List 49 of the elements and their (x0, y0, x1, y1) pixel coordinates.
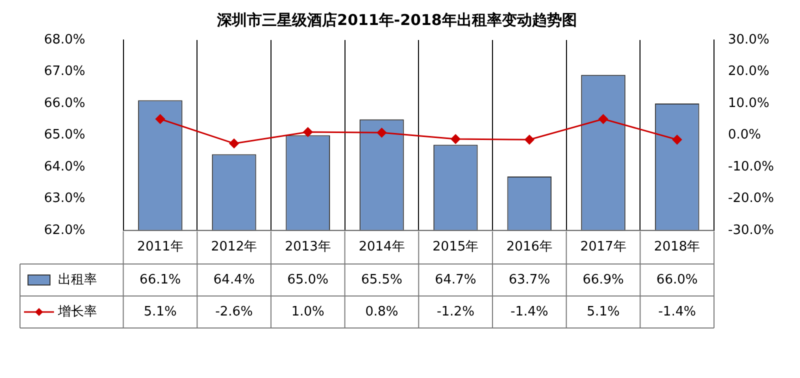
y-tick-label: 66.0% (44, 96, 86, 111)
y2-tick-label: 20.0% (728, 64, 770, 80)
point (229, 138, 239, 148)
point (598, 114, 608, 124)
data-label: 0.8% (365, 304, 398, 320)
x-tick-label: 2017年 (580, 240, 626, 255)
x-tick-label: 2015年 (432, 240, 479, 255)
data-label: 5.1% (586, 304, 620, 320)
data-label: 5.1% (144, 304, 177, 320)
data-label: 64.7% (434, 272, 476, 288)
x-tick-label: 2013年 (284, 240, 331, 255)
point (376, 128, 386, 138)
data-label: 66.1% (140, 272, 181, 288)
point (303, 127, 313, 137)
x-tick-label: 2016年 (506, 240, 552, 255)
data-label: 63.7% (508, 272, 550, 288)
y-tick-label: 63.0% (44, 191, 86, 206)
x-tick-label: 2014年 (358, 240, 405, 255)
y-tick-label: 64.0% (44, 159, 86, 174)
x-tick-label: 2011年 (137, 240, 184, 255)
y2-tick-label: 30.0% (728, 32, 770, 48)
y2-tick-label: 10.0% (728, 96, 770, 111)
y-tick-label: 62.0% (44, 222, 86, 238)
legend-label: 增长率 (57, 303, 97, 320)
y-tick-label: 65.0% (44, 128, 86, 143)
point (524, 134, 534, 144)
data-label: 65.0% (287, 272, 329, 288)
y2-tick-label: -20.0% (728, 191, 774, 206)
data-label: -1.4% (510, 304, 548, 320)
chart-title: 深圳市三星级酒店2011年-2018年出租率变动趋势图 (216, 10, 577, 29)
y2-tick-label: -10.0% (728, 159, 774, 174)
data-label: 64.4% (213, 272, 255, 288)
data-label: -1.2% (436, 304, 474, 320)
point (672, 134, 682, 144)
point (450, 134, 460, 144)
y-tick-label: 67.0% (44, 64, 86, 80)
x-tick-label: 2012年 (211, 240, 258, 255)
data-label: 1.0% (291, 304, 324, 320)
y-tick-label: 68.0% (44, 32, 86, 48)
y2-tick-label: -30.0% (728, 222, 774, 238)
x-tick-label: 2018年 (654, 240, 700, 255)
y2-tick-label: 0.0% (728, 128, 762, 143)
data-label: -2.6% (215, 304, 253, 320)
legend-label: 出租率 (58, 271, 97, 288)
point (155, 114, 165, 124)
data-label: 66.0% (656, 272, 698, 288)
data-label: -1.4% (658, 304, 696, 320)
data-label: 65.5% (361, 272, 402, 288)
data-label: 66.9% (582, 272, 624, 288)
